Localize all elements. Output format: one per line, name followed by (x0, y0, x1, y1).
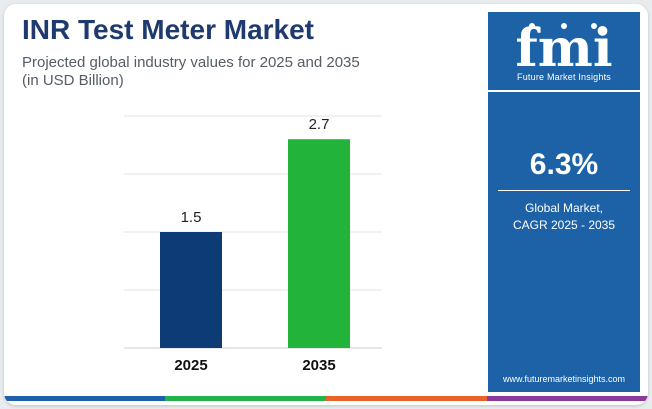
page-title: INR Test Meter Market (22, 14, 315, 45)
fmi-logo-icon: fmi (515, 20, 612, 72)
cagr-label: Global Market, CAGR 2025 - 2035 (488, 200, 640, 234)
data-label-2025: 1.5 (181, 209, 202, 226)
cagr-value: 6.3% (529, 148, 599, 181)
cagr-label-line-2: CAGR 2025 - 2035 (512, 218, 616, 232)
brand-name: Future Market Insights (517, 72, 611, 82)
page-subtitle: Projected global industry values for 202… (22, 54, 462, 90)
logo-area: fmi Future Market Insights (488, 12, 640, 90)
footer-color-bar (4, 396, 648, 401)
sidebar-divider (498, 190, 630, 191)
subtitle-line-1: Projected global industry values for 202… (22, 54, 360, 71)
sidebar-top-divider (488, 90, 640, 92)
chart-card: INR Test Meter Market Projected global i… (4, 4, 648, 405)
bar-2035 (288, 139, 350, 348)
subtitle-line-2: (in USD Billion) (22, 72, 124, 89)
x-tick-label-2035: 2035 (302, 357, 335, 374)
x-tick-label-2025: 2025 (174, 357, 207, 374)
website-link[interactable]: www.futuremarketinsights.com (502, 374, 626, 384)
data-label-2035: 2.7 (309, 116, 330, 133)
cagr-label-line-1: Global Market, (524, 201, 604, 215)
bar-chart: 1.5 2025 2.7 2035 (124, 115, 382, 374)
bar-2025 (160, 232, 222, 348)
sidebar-panel: fmi Future Market Insights 6.3% Global M… (488, 12, 640, 392)
